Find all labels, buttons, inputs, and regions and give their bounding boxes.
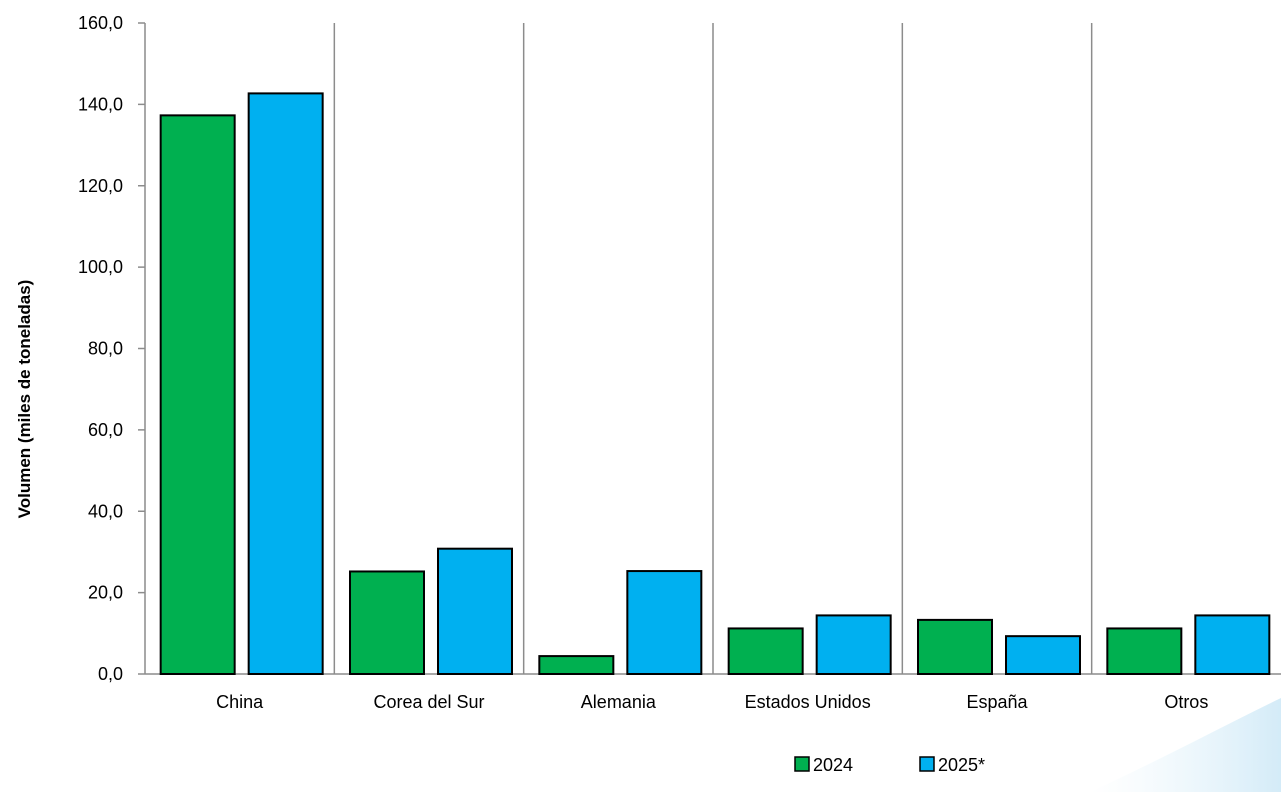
bars bbox=[159, 92, 1271, 676]
bar-series-2 bbox=[1194, 614, 1271, 675]
y-tick-label: 20,0 bbox=[88, 583, 123, 603]
bar-series-1 bbox=[538, 655, 615, 675]
x-category-label: China bbox=[216, 692, 264, 712]
axes bbox=[138, 22, 1281, 675]
x-category-label: Otros bbox=[1164, 692, 1208, 712]
y-tick-label: 40,0 bbox=[88, 501, 123, 521]
y-tick-label: 140,0 bbox=[78, 94, 123, 114]
legend-swatch bbox=[919, 756, 935, 772]
y-tick-label: 0,0 bbox=[98, 664, 123, 684]
bar-series-1 bbox=[727, 627, 804, 675]
bar-series-2 bbox=[437, 547, 513, 675]
bar-series-2 bbox=[815, 614, 892, 675]
bar-series-1 bbox=[917, 618, 993, 675]
x-category-label: Estados Unidos bbox=[745, 692, 871, 712]
bar-series-1 bbox=[349, 570, 425, 676]
y-tick-label: 60,0 bbox=[88, 420, 123, 440]
grid-lines bbox=[333, 23, 1093, 674]
legend-label: 2025* bbox=[938, 755, 985, 775]
y-tick-label: 120,0 bbox=[78, 176, 123, 196]
bar-series-2 bbox=[626, 570, 703, 675]
y-tick-label: 160,0 bbox=[78, 13, 123, 33]
y-axis-title: Volumen (miles de toneladas) bbox=[15, 280, 34, 519]
bar-series-1 bbox=[1106, 627, 1183, 675]
y-tick-label: 100,0 bbox=[78, 257, 123, 277]
bar-series-2 bbox=[247, 92, 324, 675]
legend-swatch bbox=[794, 756, 810, 772]
legend: 2024 2025* bbox=[794, 755, 985, 775]
labels: 0,0 20,0 40,0 60,0 80,0 100,0 120,0 140,0 160,0 C… bbox=[78, 13, 1208, 712]
legend-label: 2024 bbox=[813, 755, 853, 775]
x-category-label: Corea del Sur bbox=[373, 692, 484, 712]
decorative-swoosh bbox=[1090, 698, 1281, 792]
bar-series-1 bbox=[159, 114, 236, 676]
x-category-label: Alemania bbox=[581, 692, 657, 712]
bar-series-2 bbox=[1005, 635, 1081, 676]
x-category-label: España bbox=[966, 692, 1028, 712]
y-tick-label: 80,0 bbox=[88, 339, 123, 359]
